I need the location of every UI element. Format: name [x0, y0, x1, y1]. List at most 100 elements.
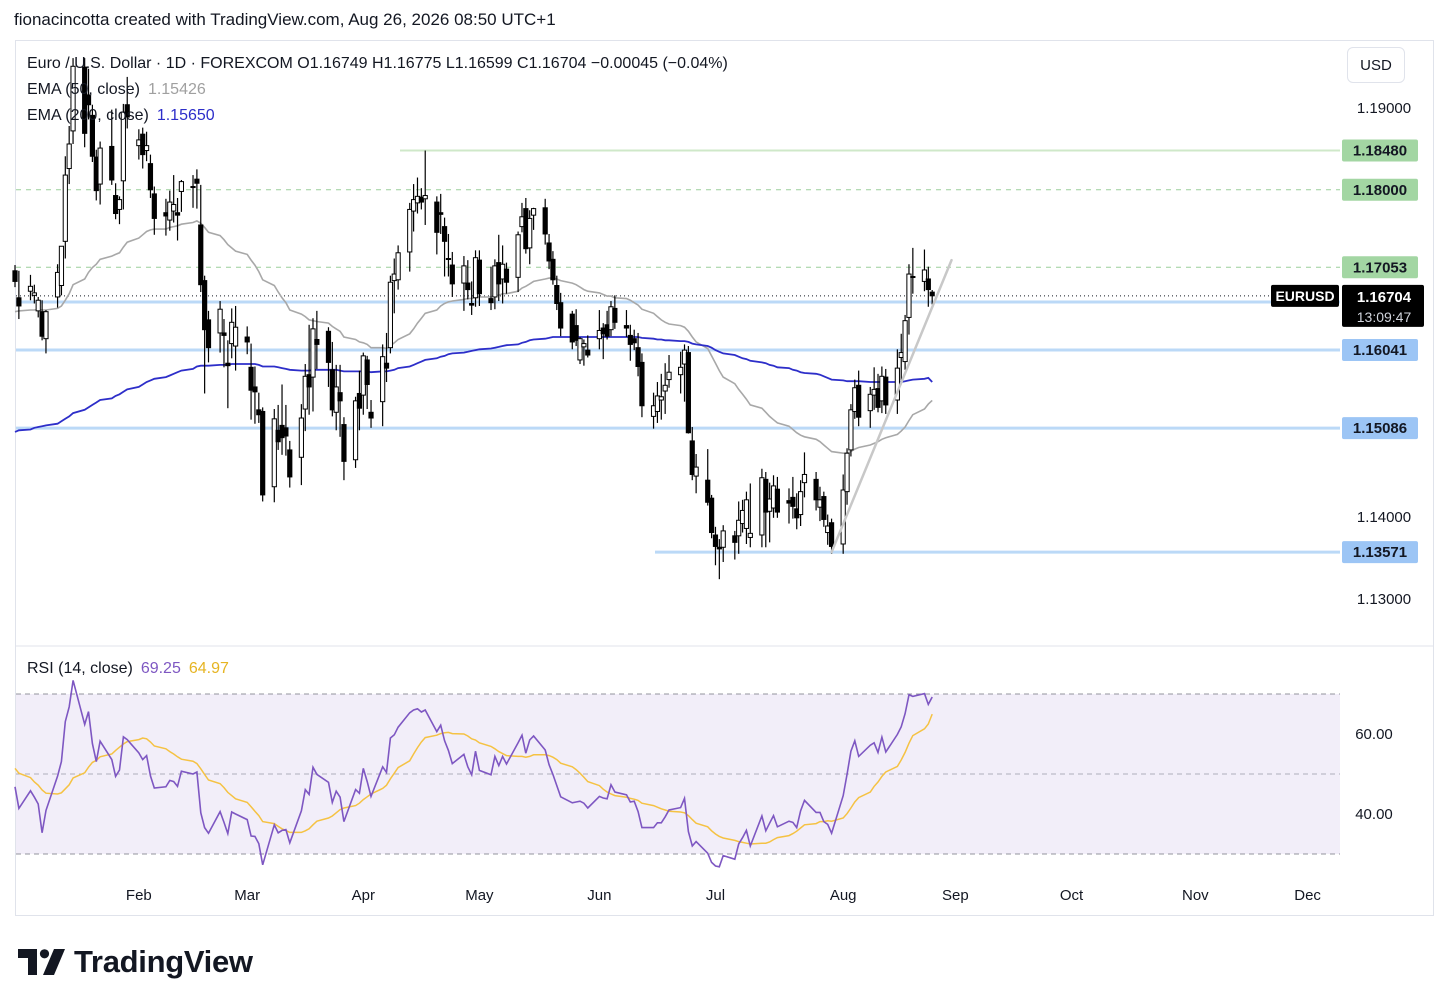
candle-body [716, 546, 722, 550]
candle-body [341, 424, 347, 462]
candle [801, 452, 808, 498]
currency-button[interactable]: USD [1347, 47, 1405, 83]
candle-body [62, 174, 68, 242]
candle-body [225, 362, 231, 367]
candle-body [298, 417, 304, 458]
rsi-tick-label: 40.00 [1355, 806, 1393, 823]
candle-body [395, 252, 401, 281]
candle [883, 368, 889, 414]
candle-body [527, 217, 533, 249]
candle-body [89, 114, 96, 157]
candle-body [70, 65, 76, 132]
candle [604, 310, 610, 340]
candle [612, 295, 618, 329]
ema200-legend[interactable]: EMA (200, close) 1.15650 [27, 107, 215, 125]
candle-body [58, 245, 65, 287]
candle [445, 233, 452, 277]
candle [271, 409, 277, 503]
rsi-legend[interactable]: RSI (14, close) 69.25 64.97 [27, 660, 229, 678]
candle [143, 131, 150, 162]
candle [151, 186, 157, 235]
candle [66, 125, 72, 185]
candle-body [709, 497, 715, 534]
rsi-label: RSI (14, close) [27, 660, 133, 677]
candle [383, 332, 390, 383]
candle-body [631, 338, 637, 344]
candle [743, 491, 750, 544]
candle [205, 310, 212, 363]
candle-body [798, 491, 804, 516]
candle [124, 76, 130, 129]
candle [689, 427, 695, 481]
candle [813, 472, 819, 511]
axes: Feb Mar Apr May Jun Jul Aug Sep Oct Nov Dec 1.19000… [126, 100, 1411, 904]
candle-body [840, 489, 846, 545]
rsi-value: 69.25 [140, 660, 181, 677]
candle [929, 290, 935, 305]
candle [763, 472, 769, 548]
candle-body [844, 452, 850, 493]
level-label-bg [1342, 139, 1418, 162]
candle-body [364, 359, 370, 385]
bar-countdown-text: 13:09:47 [1357, 309, 1412, 325]
candle [732, 530, 738, 560]
tradingview-logo[interactable]: TradingView [18, 944, 253, 980]
candle [747, 483, 753, 548]
current-price-bg [1342, 284, 1424, 327]
trendline [830, 258, 953, 554]
candle [325, 327, 332, 387]
candle-body [43, 311, 49, 340]
candle-body [550, 258, 556, 281]
candle [283, 404, 289, 456]
candle [85, 68, 92, 120]
candle-body [283, 427, 289, 437]
candle [736, 501, 742, 554]
ema50-line [14, 220, 933, 454]
ema50-legend[interactable]: EMA (50, close) 1.15426 [27, 81, 206, 99]
candle-body [411, 199, 417, 212]
candle [925, 266, 931, 307]
candle-body [252, 386, 258, 393]
level-label: 1.17053 [1342, 256, 1418, 279]
candle [434, 196, 440, 255]
candle-body [712, 534, 719, 547]
candle-body [306, 374, 312, 388]
chart-frame[interactable] [15, 40, 1434, 916]
candle [662, 363, 668, 414]
candle-body [449, 264, 455, 285]
candle-body [828, 522, 835, 547]
candle-body [205, 319, 212, 349]
candle [678, 351, 684, 394]
candle [97, 141, 103, 205]
candle [790, 476, 796, 519]
candle-body [585, 349, 591, 356]
tradingview-logo-icon [18, 949, 65, 975]
candle [527, 210, 533, 265]
candle [844, 448, 850, 505]
candle-body [368, 411, 374, 419]
candle-body [747, 532, 753, 538]
candle [631, 329, 637, 351]
candle-body [801, 473, 808, 484]
candle-body [116, 199, 123, 210]
candle [225, 340, 231, 409]
rsi-ma-line [14, 713, 933, 845]
candlesticks [12, 58, 935, 580]
candle-body [120, 111, 126, 182]
x-tick-label: Mar [234, 887, 260, 904]
candle-body [260, 410, 266, 496]
candle-body [542, 207, 548, 235]
candle-body [867, 393, 873, 412]
candle [120, 103, 126, 210]
candle [418, 188, 424, 210]
candle [178, 179, 185, 212]
candle-body [666, 371, 672, 381]
candle-body [732, 535, 738, 543]
rsi-panel [14, 645, 1433, 868]
candle [856, 370, 862, 427]
symbol-tag-text: EURUSD [1275, 288, 1334, 304]
level-label-bg [1342, 178, 1418, 201]
candle [558, 292, 564, 337]
level-label-text: 1.16041 [1353, 342, 1407, 359]
